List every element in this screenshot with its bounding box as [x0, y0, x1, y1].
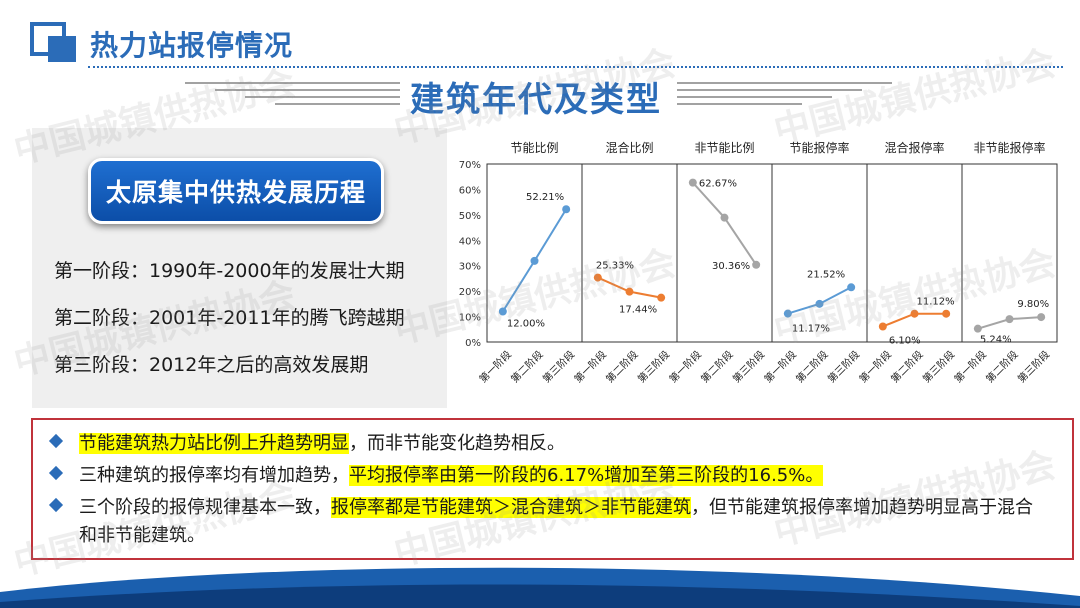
data-point — [878, 322, 887, 331]
data-point — [815, 299, 824, 308]
phase-3: 第三阶段：2012年之后的高效发展期 — [54, 354, 369, 376]
data-point — [562, 205, 571, 214]
logo-icon — [30, 22, 76, 62]
finding-2: 三种建筑的报停率均有增加趋势，平均报停率由第一阶段的6.17%增加至第三阶段的1… — [48, 462, 824, 490]
x-tick-label: 第二阶段 — [508, 348, 545, 385]
y-tick-label: 70% — [459, 160, 481, 171]
page-title: 热力站报停情况 — [90, 29, 294, 62]
panel-title: 非节能报停率 — [973, 140, 1045, 155]
x-tick-label: 第三阶段 — [730, 348, 767, 385]
data-label: 17.44% — [619, 305, 657, 316]
y-tick-label: 40% — [459, 236, 481, 247]
y-tick-label: 30% — [459, 262, 481, 273]
x-tick-label: 第三阶段 — [635, 348, 672, 385]
finding-text: 三个阶段的报停规律基本一致，报停率都是节能建筑＞混合建筑＞非节能建筑，但节能建筑… — [79, 497, 1033, 546]
data-point — [973, 324, 982, 333]
data-point — [625, 287, 634, 296]
diamond-bullet-icon — [48, 465, 64, 481]
diamond-bullet-icon — [48, 497, 64, 513]
x-tick-label: 第一阶段 — [476, 348, 513, 385]
data-point — [720, 213, 729, 222]
decor-lines-right — [677, 82, 892, 105]
y-tick-label: 50% — [459, 211, 481, 222]
y-tick-label: 60% — [459, 185, 481, 196]
findings-box: 节能建筑热力站比例上升趋势明显，而非节能变化趋势相反。 三种建筑的报停率均有增加… — [31, 418, 1074, 560]
panel-title: 混合比例 — [605, 140, 653, 155]
finding-1: 节能建筑热力站比例上升趋势明显，而非节能变化趋势相反。 — [48, 430, 565, 458]
data-label: 11.12% — [917, 297, 955, 308]
data-label: 62.67% — [699, 179, 737, 190]
phase-1: 第一阶段：1990年-2000年的发展壮大期 — [54, 260, 405, 282]
data-point — [942, 309, 951, 318]
x-tick-label: 第三阶段 — [1015, 348, 1052, 385]
data-point — [752, 260, 761, 269]
x-tick-label: 第一阶段 — [666, 348, 703, 385]
panel-title: 节能比例 — [510, 141, 558, 155]
data-point — [657, 293, 666, 302]
x-tick-label: 第二阶段 — [793, 348, 830, 385]
data-label: 30.36% — [712, 261, 750, 272]
data-label: 52.21% — [526, 192, 564, 203]
data-point — [688, 178, 697, 187]
section-subtitle: 建筑年代及类型 — [410, 80, 662, 120]
data-label: 9.80% — [1017, 299, 1049, 310]
data-point — [1005, 315, 1014, 324]
data-label: 25.33% — [596, 261, 634, 272]
data-point — [1037, 313, 1046, 322]
series-line — [692, 181, 757, 266]
finding-3: 三个阶段的报停规律基本一致，报停率都是节能建筑＞混合建筑＞非节能建筑，但节能建筑… — [48, 494, 1041, 550]
panel-title: 混合报停率 — [884, 140, 944, 155]
x-tick-label: 第三阶段 — [825, 348, 862, 385]
data-label: 12.00% — [507, 318, 545, 329]
x-tick-label: 第三阶段 — [540, 348, 577, 385]
data-label: 21.52% — [807, 269, 845, 280]
finding-text: 节能建筑热力站比例上升趋势明显，而非节能变化趋势相反。 — [79, 433, 565, 454]
bottom-wave-decoration — [0, 567, 1080, 608]
x-tick-label: 第三阶段 — [920, 348, 957, 385]
multi-panel-line-chart: 0%10%20%30%40%50%60%70%节能比例12.00%第一阶段第二阶… — [459, 140, 1058, 385]
section-header: 建筑年代及类型 — [0, 72, 1080, 120]
panel-title: 非节能比例 — [694, 141, 754, 155]
x-tick-label: 第一阶段 — [951, 348, 988, 385]
x-tick-label: 第二阶段 — [983, 348, 1020, 385]
y-tick-label: 20% — [459, 287, 481, 298]
data-label: 6.10% — [889, 335, 921, 346]
diamond-bullet-icon — [48, 433, 64, 449]
chart-area: 0% 10% 20% 30% 40% 50% 60% 70% 节能比例 12.00% 第一阶段 第二阶… — [449, 128, 1069, 408]
finding-text: 三种建筑的报停率均有增加趋势，平均报停率由第一阶段的6.17%增加至第三阶段的1… — [79, 465, 824, 486]
data-point — [910, 309, 919, 318]
title-divider — [88, 66, 1063, 68]
x-tick-label: 第二阶段 — [888, 348, 925, 385]
phase-2: 第二阶段：2001年-2011年的腾飞跨越期 — [54, 307, 405, 329]
x-tick-label: 第一阶段 — [571, 348, 608, 385]
y-tick-label: 0% — [465, 338, 481, 349]
panel-title: 节能报停率 — [789, 140, 849, 155]
data-point — [530, 256, 539, 265]
data-label: 11.17% — [792, 324, 830, 335]
x-tick-label: 第一阶段 — [856, 348, 893, 385]
decor-lines-left — [185, 82, 400, 105]
data-point — [593, 273, 602, 282]
data-point — [498, 307, 507, 316]
x-tick-label: 第二阶段 — [698, 348, 735, 385]
data-point — [847, 283, 856, 292]
history-badge: 太原集中供热发展历程 — [88, 158, 384, 224]
y-tick-label: 10% — [459, 313, 481, 324]
x-tick-label: 第一阶段 — [761, 348, 798, 385]
data-label: 5.24% — [980, 335, 1012, 346]
x-tick-label: 第二阶段 — [603, 348, 640, 385]
data-point — [783, 309, 792, 318]
